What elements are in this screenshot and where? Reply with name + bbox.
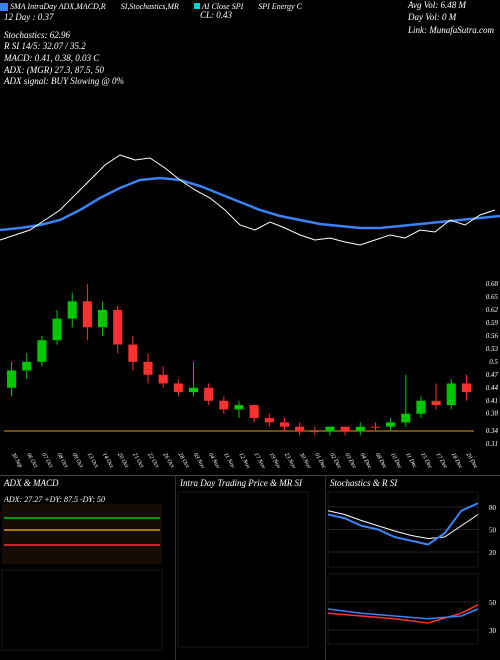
svg-text:20 Dec: 20 Dec: [465, 452, 479, 470]
svg-text:17 Nov: 17 Nov: [252, 452, 266, 470]
svg-text:10 Dec: 10 Dec: [389, 452, 403, 470]
panel2-title: Intra Day Trading Price & MR SI: [176, 476, 325, 490]
link-label: Link: MunafaSutra.com: [408, 25, 494, 37]
svg-text:03 Nov: 03 Nov: [192, 452, 206, 470]
svg-text:04 Nov: 04 Nov: [207, 452, 222, 471]
stoch-svg: 80 50 20: [326, 490, 500, 572]
svg-text:08 Oct: 08 Oct: [55, 452, 68, 469]
svg-text:50: 50: [489, 527, 497, 535]
svg-text:08 Dec: 08 Dec: [374, 452, 388, 470]
svg-text:14 Oct: 14 Oct: [101, 452, 115, 470]
svg-text:50: 50: [489, 599, 497, 607]
legend-stoch: SI,Stochastics,MR: [121, 2, 179, 11]
svg-text:0.65: 0.65: [486, 293, 499, 301]
svg-text:26 Oct: 26 Oct: [161, 452, 174, 469]
svg-text:0.34: 0.34: [486, 427, 499, 435]
svg-text:0.5: 0.5: [489, 358, 498, 366]
svg-text:11 Dec: 11 Dec: [404, 452, 418, 470]
adx-svg: ADX: 27.27 +DY: 87.5 -DY: 50: [0, 490, 175, 655]
main-line-chart: [0, 80, 500, 280]
svg-text:ADX: 27.27 +DY: 87.5 -DY: 50: ADX: 27.27 +DY: 87.5 -DY: 50: [3, 495, 105, 504]
line-12day: 12 Day : 0.37: [4, 12, 124, 24]
svg-text:09 Oct: 09 Oct: [70, 452, 83, 469]
svg-text:12 Nov: 12 Nov: [237, 452, 251, 470]
panel-stoch-rsi: Stochastics & R SI 80 50 20 50 30: [325, 475, 500, 660]
avg-vol: Avg Vol: 6.48 M: [408, 0, 494, 12]
panel1-title: ADX & MACD: [0, 476, 175, 490]
svg-text:0.38: 0.38: [486, 410, 499, 418]
legend-energy: SPI Energy C: [258, 2, 302, 11]
panel-intraday: Intra Day Trading Price & MR SI: [175, 475, 325, 660]
svg-text:0.56: 0.56: [486, 332, 499, 340]
svg-text:80: 80: [489, 504, 497, 512]
top-indicators: 12 Day : 0.37 Stochastics: 62.96 R SI 14…: [4, 12, 124, 88]
svg-text:0.68: 0.68: [486, 280, 499, 288]
center-summary: CL: 0.43: [200, 10, 232, 20]
svg-text:20 Oct: 20 Oct: [116, 452, 129, 469]
svg-text:0.31: 0.31: [486, 440, 498, 448]
svg-text:18 Dec: 18 Dec: [450, 452, 464, 470]
svg-text:11 Nov: 11 Nov: [222, 452, 236, 470]
svg-text:22 Oct: 22 Oct: [146, 452, 159, 469]
svg-text:21 Oct: 21 Oct: [131, 452, 144, 469]
svg-text:02 Dec: 02 Dec: [328, 452, 342, 470]
svg-text:0.62: 0.62: [486, 306, 499, 314]
svg-text:0.59: 0.59: [486, 319, 499, 327]
svg-text:01 Dec: 01 Dec: [313, 452, 327, 470]
svg-text:19 Nov: 19 Nov: [268, 452, 282, 470]
svg-text:30 Nov: 30 Nov: [297, 451, 311, 470]
svg-text:0.47: 0.47: [486, 371, 499, 379]
line-stoch: Stochastics: 62.96: [4, 30, 124, 42]
panel3-title: Stochastics & R SI: [326, 476, 500, 490]
panel-adx-macd: ADX & MACD ADX: 27.27 +DY: 87.5 -DY: 50: [0, 475, 175, 660]
svg-text:17 Dec: 17 Dec: [434, 452, 448, 470]
svg-text:20: 20: [489, 549, 497, 557]
legend-sma: SMA IntraDay ADX,MACD,R: [0, 2, 106, 11]
svg-text:03 Dec: 03 Dec: [343, 452, 357, 470]
candlestick-chart: 0.68 0.65 0.62 0.59 0.56 0.53 0.5 0.47 0.44 0.41 0…: [0, 280, 500, 475]
svg-text:15 Dec: 15 Dec: [419, 452, 433, 470]
line-macd: MACD: 0.41, 0.38, 0.03 C: [4, 53, 124, 65]
svg-text:0.44: 0.44: [486, 384, 499, 392]
svg-text:0.53: 0.53: [486, 345, 499, 353]
cl-value: CL: 0.43: [200, 10, 232, 20]
svg-text:04 Dec: 04 Dec: [359, 452, 374, 471]
line-rsi: R SI 14/5: 32.07 / 35.2: [4, 41, 124, 53]
svg-text:30 Sep: 30 Sep: [9, 451, 23, 469]
rsi-svg: 50 30: [326, 572, 500, 650]
intraday-svg: [176, 490, 326, 655]
svg-text:0.41: 0.41: [486, 397, 498, 405]
day-vol: Day Vol: 0 M: [408, 12, 494, 24]
right-summary: Avg Vol: 6.48 M Day Vol: 0 M Link: Munaf…: [408, 0, 494, 37]
bottom-panels: ADX & MACD ADX: 27.27 +DY: 87.5 -DY: 50 …: [0, 475, 500, 660]
svg-text:30: 30: [489, 627, 497, 635]
svg-text:07 Oct: 07 Oct: [40, 452, 53, 469]
svg-text:23 Nov: 23 Nov: [283, 452, 297, 470]
svg-text:06 Oct: 06 Oct: [25, 452, 38, 469]
svg-text:28 Oct: 28 Oct: [177, 452, 190, 469]
line-adx: ADX: (MGR) 27.3, 87.5, 50: [4, 65, 124, 77]
svg-text:13 Oct: 13 Oct: [86, 452, 99, 469]
